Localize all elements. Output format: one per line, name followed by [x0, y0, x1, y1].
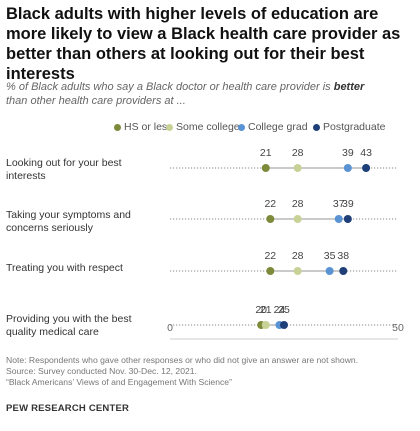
legend-item-hs-or-less: HS or less [114, 121, 172, 133]
legend-item-postgraduate: Postgraduate [313, 121, 385, 133]
brand-logo-text: PEW RESEARCH CENTER [6, 403, 130, 414]
row-label-line: interests [6, 170, 46, 182]
data-label: 24 [274, 304, 286, 316]
x-tick-label-0: 0 [167, 322, 173, 334]
data-point-college-grad [334, 215, 343, 223]
data-point-hs-or-less [261, 164, 270, 172]
data-label: 21 [260, 147, 272, 159]
legend-label: Some college [176, 121, 240, 133]
row-label-respect: Treating you with respect [6, 262, 166, 275]
subtitle-text-end: than other health care providers at ... [6, 95, 186, 107]
subtitle-text: % of Black adults who say a Black doctor… [6, 81, 334, 93]
data-label: 43 [360, 147, 372, 159]
legend-label: College grad [248, 121, 308, 133]
source-text: Source: Survey conducted Nov. 30-Dec. 12… [6, 366, 197, 376]
chart-legend: HS or less Some college College grad Pos… [0, 121, 420, 137]
data-point-postgraduate [343, 215, 352, 223]
row-label-line: Taking your symptoms and [6, 209, 131, 221]
data-label: 20 [255, 304, 267, 316]
legend-label: Postgraduate [323, 121, 386, 133]
data-label: 28 [292, 147, 304, 159]
report-title-text: “Black Americans’ Views of and Engagemen… [6, 377, 232, 387]
data-label: 22 [264, 250, 276, 262]
chart-title: Black adults with higher levels of educa… [6, 5, 401, 83]
data-label: 21 [260, 304, 272, 316]
data-point-college-grad [325, 267, 334, 275]
legend-item-college-grad: College grad [238, 121, 308, 133]
data-label: 28 [292, 250, 304, 262]
row-label-symptoms: Taking your symptoms and concerns serious… [6, 209, 166, 235]
row-label-line: concerns seriously [6, 222, 93, 234]
data-point-some-college [293, 164, 302, 172]
note-text: Note: Respondents who gave other respons… [6, 355, 359, 365]
data-point-postgraduate [339, 267, 348, 275]
data-point-hs-or-less [266, 267, 275, 275]
data-point-some-college [293, 215, 302, 223]
row-label-quality-care: Providing you with the best quality medic… [6, 313, 166, 339]
subtitle-emphasis: better [333, 81, 365, 93]
legend-swatch [114, 123, 121, 131]
data-point-hs-or-less [266, 215, 275, 223]
row-label-best-interests: Looking out for your best interests [6, 157, 166, 183]
x-tick-label-50: 50 [392, 322, 404, 334]
legend-swatch [166, 123, 173, 131]
data-point-some-college [261, 321, 270, 329]
data-point-postgraduate [362, 164, 371, 172]
data-label: 39 [342, 147, 354, 159]
legend-swatch [238, 123, 245, 131]
data-label: 35 [324, 250, 336, 262]
data-label: 25 [278, 304, 290, 316]
legend-item-some-college: Some college [166, 121, 240, 133]
data-label: 37 [333, 198, 345, 210]
chart-subtitle: % of Black adults who say a Black doctor… [6, 80, 416, 108]
data-point-college-grad [343, 164, 352, 172]
row-label-line: Providing you with the best [6, 313, 132, 325]
data-point-some-college [293, 267, 302, 275]
chart-notes: Note: Respondents who gave other respons… [6, 355, 420, 388]
row-label-line: quality medical care [6, 326, 99, 338]
data-label: 39 [342, 198, 354, 210]
legend-label: HS or less [124, 121, 173, 133]
legend-swatch [313, 123, 320, 131]
data-label: 22 [264, 198, 276, 210]
row-label-line: Treating you with respect [6, 262, 123, 274]
data-label: 28 [292, 198, 304, 210]
data-point-postgraduate [280, 321, 288, 329]
data-label: 38 [337, 250, 349, 262]
row-label-line: Looking out for your best [6, 157, 122, 169]
